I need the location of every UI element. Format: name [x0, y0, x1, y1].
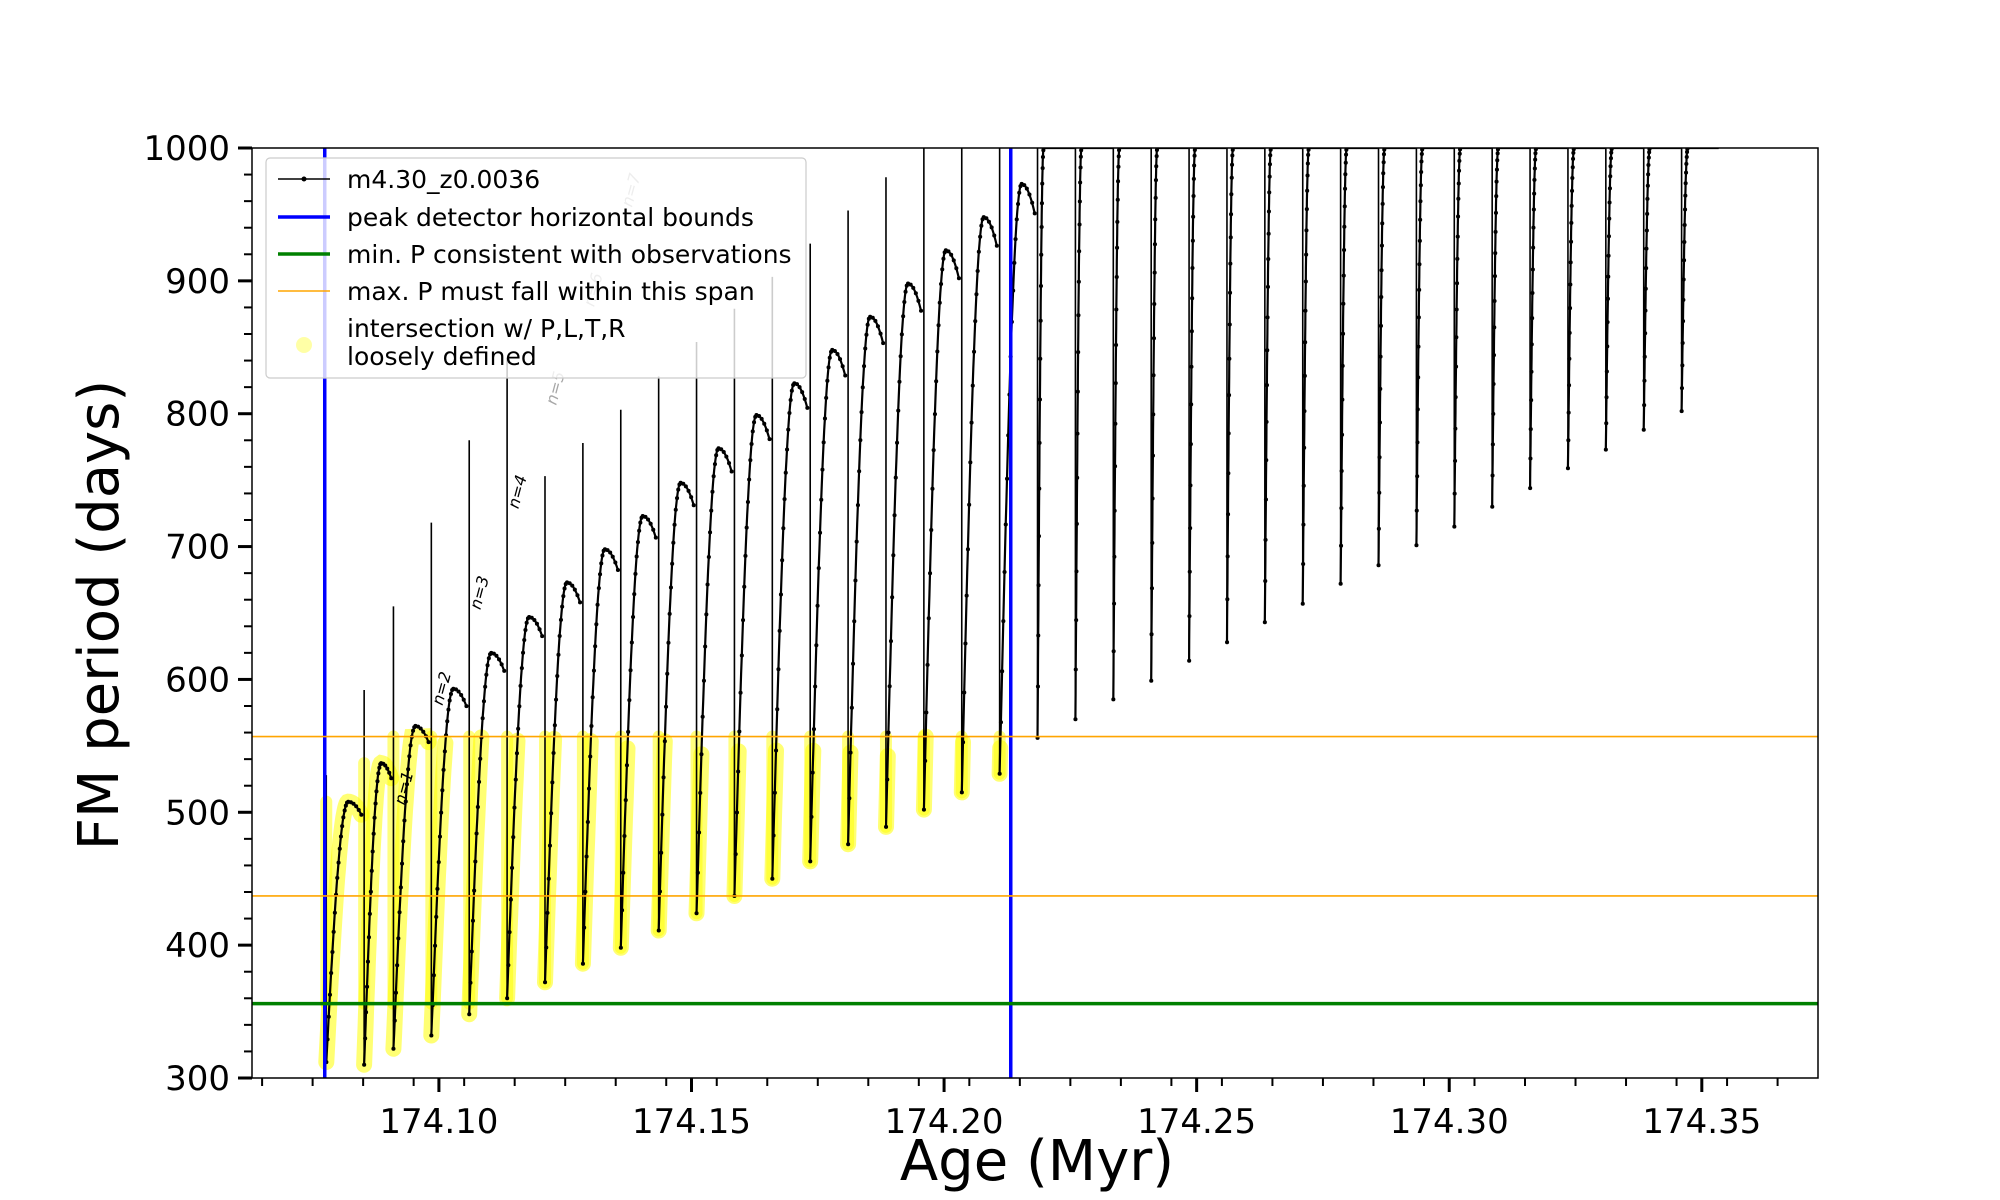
x-axis-label: Age (Myr) — [900, 1129, 1174, 1194]
y-tick-label: 500 — [165, 793, 230, 833]
y-tick-label: 300 — [165, 1059, 230, 1099]
legend-marker-intersection — [296, 337, 312, 353]
y-tick-label: 700 — [165, 528, 230, 568]
y-tick-label: 1000 — [143, 129, 230, 169]
legend-label-model: m4.30_z0.0036 — [347, 165, 540, 194]
model-cycle-markers — [959, 215, 999, 795]
model-cycle — [998, 182, 1037, 774]
legend-label-max-p: max. P must fall within this span — [347, 277, 755, 306]
y-axis-label: FM period (days) — [67, 380, 132, 850]
ticks-layer: 174.10 174.15 174.20 174.25 174.30 174.35 300 4… — [143, 129, 1779, 1142]
x-tick-label: 174.10 — [379, 1102, 498, 1142]
model-cycle-markers — [694, 446, 734, 916]
model-cycle-markers — [429, 686, 469, 1038]
plot-frame — [251, 147, 1819, 1079]
y-tick-label: 400 — [165, 926, 230, 966]
legend-marker-model — [301, 176, 307, 182]
legend: m4.30_z0.0036 peak detector horizontal b… — [265, 157, 807, 379]
legend-label-intersection-line2: loosely defined — [347, 342, 537, 371]
series-layer — [324, 148, 1719, 1067]
legend-label-peak-bounds: peak detector horizontal bounds — [347, 203, 754, 232]
x-tick-label: 174.15 — [632, 1102, 751, 1142]
x-tick-label: 174.20 — [885, 1102, 1004, 1142]
y-tick-label: 900 — [165, 262, 230, 302]
x-tick-label: 174.35 — [1642, 1102, 1761, 1142]
y-tick-label: 600 — [165, 660, 230, 700]
x-tick-label: 174.30 — [1390, 1102, 1509, 1142]
x-tick-label: 174.25 — [1137, 1102, 1256, 1142]
model-cycle-markers — [846, 314, 886, 847]
y-tick-label: 800 — [165, 395, 230, 435]
legend-box — [265, 157, 807, 379]
legend-label-intersection: intersection w/ P,L,T,R loosely defined — [347, 314, 634, 371]
model-cycle-markers — [391, 723, 431, 1051]
legend-label-min-p: min. P consistent with observations — [347, 240, 792, 269]
model-cycle-markers — [505, 615, 545, 1001]
legend-label-intersection-line1: intersection w/ P,L,T,R — [347, 314, 626, 343]
